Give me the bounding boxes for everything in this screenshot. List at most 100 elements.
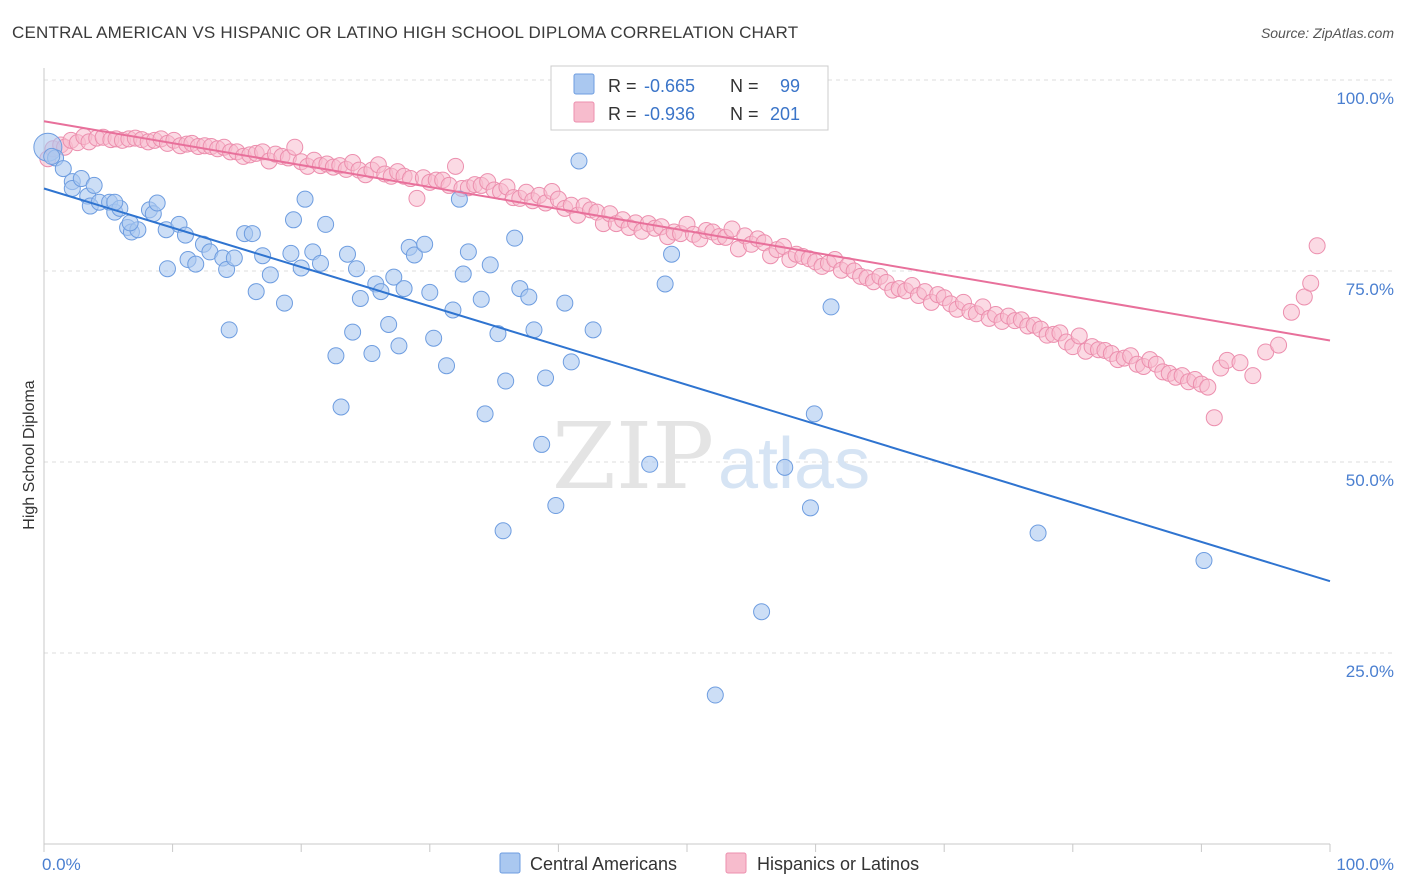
central-american-point <box>454 265 472 283</box>
trend-lines <box>43 120 1331 583</box>
legend-r-value-2: -0.936 <box>644 104 695 124</box>
hispanic-point <box>1199 378 1217 396</box>
legend-n-value-1: 99 <box>780 76 800 96</box>
central-american-point <box>296 190 314 208</box>
watermark-atlas: atlas <box>718 424 870 504</box>
central-american-point <box>570 152 588 170</box>
hispanic-trend-line <box>43 120 1331 342</box>
y-tick-label-3: 25.0% <box>1346 662 1394 681</box>
central-american-point <box>421 283 439 301</box>
central-american-point <box>148 194 166 212</box>
legend-n-label-1: N = <box>730 76 759 96</box>
hispanic-point <box>1231 354 1249 372</box>
hispanic-point <box>1244 367 1262 385</box>
central-american-point <box>506 229 524 247</box>
bottom-legend-label-hispanics: Hispanics or Latinos <box>757 854 919 874</box>
legend-r-value-1: -0.665 <box>644 76 695 96</box>
source-label: Source: ZipAtlas.com <box>1261 25 1394 41</box>
central-american-point <box>805 405 823 423</box>
watermark: ZIP atlas <box>552 403 870 510</box>
central-american-point <box>472 290 490 308</box>
central-american-point <box>656 275 674 293</box>
hispanic-point <box>1308 237 1326 255</box>
central-american-point <box>776 458 794 476</box>
central-american-point <box>520 288 538 306</box>
central-american-point <box>225 249 243 267</box>
central-american-point <box>1195 552 1213 570</box>
central-american-point <box>438 357 456 375</box>
central-american-point <box>822 298 840 316</box>
hispanic-point <box>286 138 304 156</box>
hispanic-point <box>1205 409 1223 427</box>
x-tick-labels: 0.0% 100.0% <box>42 855 1394 874</box>
y-tick-labels: 100.0% 75.0% 50.0% 25.0% <box>1336 89 1394 681</box>
chart-title: CENTRAL AMERICAN VS HISPANIC OR LATINO H… <box>12 23 798 42</box>
central-american-point <box>489 325 507 343</box>
central-american-point <box>327 347 345 365</box>
central-american-point <box>351 290 369 308</box>
hispanic-point <box>1282 303 1300 321</box>
central-american-point <box>332 398 350 416</box>
y-tick-label-2: 50.0% <box>1346 471 1394 490</box>
axes <box>43 68 1331 852</box>
series-hispanics-points <box>39 128 1326 427</box>
central-american-point <box>317 215 335 233</box>
central-american-trend-line <box>43 187 1331 583</box>
x-tick-label-0: 0.0% <box>42 855 81 874</box>
central-american-point <box>85 176 103 194</box>
central-american-point <box>338 245 356 263</box>
central-american-point <box>1029 524 1047 542</box>
bottom-legend-swatch-hispanics <box>725 852 747 874</box>
central-american-point <box>641 455 659 473</box>
central-american-point <box>344 323 362 341</box>
hispanic-point <box>1295 288 1313 306</box>
series-legend: Central Americans Hispanics or Latinos <box>499 852 919 874</box>
central-american-point <box>425 329 443 347</box>
series-central-american-points <box>33 67 1213 704</box>
legend-r-label-2: R = <box>608 104 637 124</box>
legend-n-value-2: 201 <box>770 104 800 124</box>
central-american-point <box>801 499 819 517</box>
central-american-point <box>481 256 499 274</box>
legend-swatch-central-americans <box>573 73 595 95</box>
central-american-point <box>556 294 574 312</box>
central-american-point <box>243 225 261 243</box>
grid-lines <box>44 79 1392 654</box>
central-american-point <box>54 160 72 178</box>
central-american-point <box>187 255 205 273</box>
central-american-point <box>220 321 238 339</box>
watermark-zip: ZIP <box>552 403 714 510</box>
central-american-point <box>275 294 293 312</box>
hispanic-point <box>1070 327 1088 345</box>
hispanic-point <box>408 189 426 207</box>
central-american-point <box>562 353 580 371</box>
central-american-point <box>261 266 279 284</box>
central-american-point <box>537 369 555 387</box>
central-american-point <box>459 243 477 261</box>
stats-legend: R = -0.665 N = 99 R = -0.936 N = 201 <box>550 65 829 131</box>
central-american-point <box>43 147 61 165</box>
bottom-legend-swatch-central-americans <box>499 852 521 874</box>
hispanic-point <box>1270 336 1288 354</box>
stats-legend-box <box>550 65 829 131</box>
legend-r-label-1: R = <box>608 76 637 96</box>
central-american-point <box>158 260 176 278</box>
central-american-point <box>405 246 423 264</box>
y-tick-label-0: 100.0% <box>1336 89 1394 108</box>
central-american-point <box>363 345 381 363</box>
central-american-point <box>395 280 413 298</box>
central-american-point <box>416 235 434 253</box>
central-american-point <box>584 321 602 339</box>
central-american-point <box>706 686 724 704</box>
central-american-point <box>663 245 681 263</box>
central-american-point <box>247 283 265 301</box>
central-american-point <box>476 405 494 423</box>
central-american-point <box>347 260 365 278</box>
central-american-point <box>533 435 551 453</box>
central-american-point <box>311 254 329 272</box>
central-american-point <box>282 244 300 262</box>
y-axis-label: High School Diploma <box>21 380 38 530</box>
hispanic-point <box>1302 274 1320 292</box>
legend-n-label-2: N = <box>730 104 759 124</box>
x-tick-label-1: 100.0% <box>1336 855 1394 874</box>
